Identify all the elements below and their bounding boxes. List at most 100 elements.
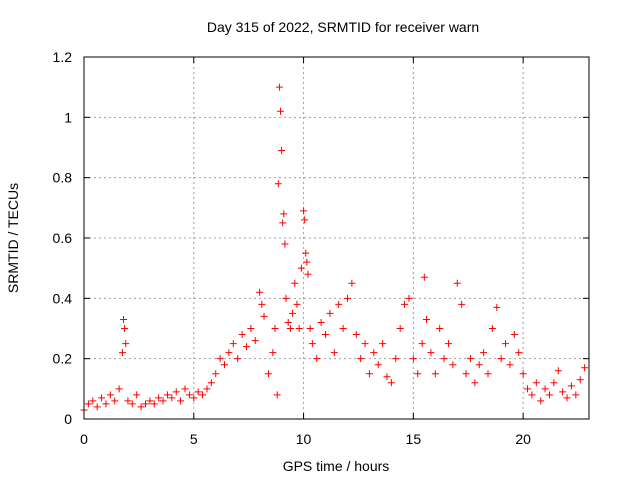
data-point [444, 340, 452, 348]
data-point [304, 270, 312, 278]
data-point [401, 300, 409, 308]
data-point [528, 391, 536, 399]
data-point [554, 367, 562, 375]
data-point [124, 397, 132, 405]
data-point [271, 325, 279, 332]
data-point [221, 361, 229, 369]
x-tick-label: 0 [80, 431, 88, 447]
data-point [396, 325, 404, 332]
y-tick-label: 1 [64, 109, 72, 125]
data-point [458, 300, 466, 308]
data-point [277, 107, 285, 115]
data-point [279, 219, 287, 227]
data-point [418, 340, 426, 348]
data-point [303, 258, 311, 266]
data-point [524, 385, 532, 393]
data-point [150, 400, 158, 408]
x-tick-label: 10 [296, 431, 312, 447]
data-point [141, 400, 149, 408]
data-point [387, 379, 395, 387]
data-point [440, 355, 448, 363]
data-point [462, 370, 470, 378]
y-tick-label: 0.4 [53, 290, 73, 306]
data-point [163, 391, 171, 399]
data-point [181, 385, 189, 393]
data-point [559, 388, 567, 396]
data-point [300, 207, 308, 215]
y-tick-label: 0.2 [53, 351, 73, 367]
data-point [475, 361, 483, 369]
data-point [286, 325, 294, 332]
data-point [137, 403, 145, 411]
tick-labels: 0 0.2 0.4 0.6 0.8 1 1.2 0 5 10 15 20 [53, 49, 532, 447]
data-point [392, 355, 400, 363]
data-point [302, 249, 310, 257]
data-point [317, 318, 325, 326]
data-point [480, 349, 488, 357]
data-point [576, 376, 584, 384]
axis-ticks [83, 56, 589, 420]
data-point [203, 385, 211, 393]
y-tick-label: 0 [64, 411, 72, 427]
data-point [519, 370, 527, 378]
data-point [256, 288, 264, 296]
data-point [291, 279, 299, 287]
data-point [238, 331, 246, 339]
data-point [572, 391, 580, 399]
data-point [506, 361, 514, 369]
data-point [89, 397, 97, 405]
data-point [550, 379, 558, 387]
data-point [471, 379, 479, 387]
data-point [118, 349, 126, 357]
data-point [322, 331, 330, 339]
data-point [120, 315, 128, 323]
data-point [326, 309, 334, 317]
x-tick-label: 5 [190, 431, 198, 447]
data-point [301, 216, 309, 224]
data-point [297, 264, 305, 272]
data-point [374, 361, 382, 369]
data-point [128, 400, 136, 408]
data-point [541, 385, 549, 393]
data-point [348, 279, 356, 287]
x-tick-label: 15 [406, 431, 422, 447]
data-point [423, 315, 431, 323]
data-point [431, 370, 439, 378]
data-point [567, 382, 575, 390]
data-point [427, 349, 435, 357]
data-point [343, 294, 351, 302]
data-point [497, 355, 505, 363]
data-point [247, 325, 255, 332]
data-point [190, 394, 198, 402]
data-point [502, 340, 510, 348]
data-point [216, 355, 224, 363]
y-tick-label: 0.8 [53, 170, 73, 186]
data-point [111, 397, 119, 405]
data-point [121, 325, 129, 332]
data-point [177, 397, 185, 405]
data-point [339, 325, 347, 332]
data-point [260, 312, 268, 320]
data-point [352, 331, 360, 339]
y-tick-label: 1.2 [53, 49, 73, 65]
data-point [335, 300, 343, 308]
data-point [357, 355, 365, 363]
data-point [264, 370, 272, 378]
data-point [563, 394, 571, 402]
data-point [493, 303, 501, 311]
data-point [420, 273, 428, 281]
data-point [258, 300, 266, 308]
y-tick-label: 0.6 [53, 230, 73, 246]
data-points [80, 83, 589, 414]
data-point [436, 325, 444, 332]
data-point [115, 385, 123, 393]
data-point [273, 391, 281, 399]
data-point [278, 147, 286, 155]
data-point [545, 391, 553, 399]
data-point [282, 294, 290, 302]
data-point [365, 370, 373, 378]
data-point [229, 340, 237, 348]
data-point [383, 373, 391, 381]
data-point [306, 325, 314, 332]
data-point [532, 379, 540, 387]
